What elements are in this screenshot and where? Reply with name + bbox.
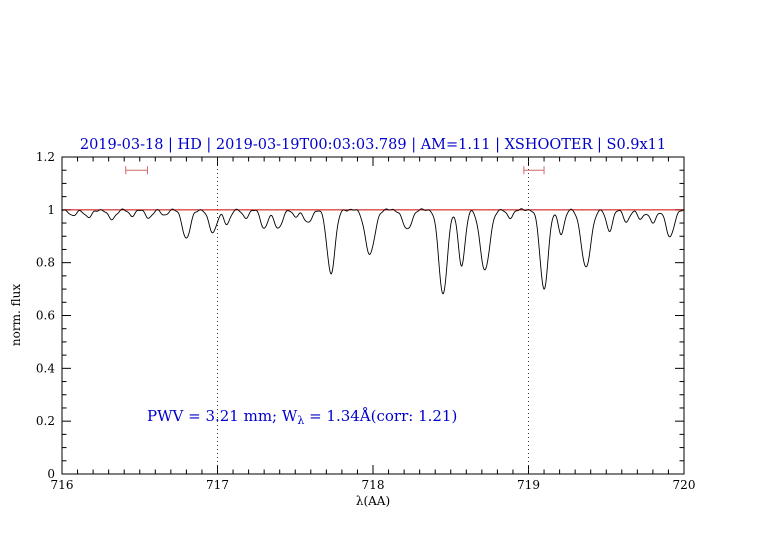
y-tick-label: 1.2: [36, 150, 55, 164]
x-tick-label: 716: [51, 478, 74, 492]
plot-title: 2019-03-18 | HD | 2019-03-19T00:03:03.78…: [80, 137, 666, 153]
dotted-vlines-group: [217, 157, 529, 474]
range-markers-group: [125, 166, 545, 175]
axes-group: 716 717 718 719 720 0 0.2 0.4 0.6 0.8 1 1.2: [36, 150, 696, 492]
y-tick-label: 0.2: [36, 414, 55, 428]
x-tick-label: 719: [517, 478, 540, 492]
spectrum-line: [61, 208, 685, 295]
range-marker: [125, 166, 149, 175]
y-tick-label: 0.4: [36, 361, 55, 375]
pwv-annotation-part2: = 1.34Å(corr: 1.21): [304, 407, 457, 425]
x-tick-label: 717: [206, 478, 229, 492]
y-tick-label: 0.6: [36, 309, 55, 323]
plot-box-frame: [61, 156, 685, 475]
x-tick-label: 718: [362, 478, 385, 492]
y-tick-label: 1: [47, 203, 55, 217]
pwv-annotation-part1: PWV = 3.21 mm; W: [147, 407, 298, 425]
range-marker: [523, 166, 545, 175]
pwv-annotation-sub: λ: [297, 414, 304, 427]
y-tick-label: 0: [47, 467, 55, 481]
pwv-annotation: PWV = 3.21 mm; Wλ = 1.34Å(corr: 1.21): [147, 407, 457, 427]
x-tick-label: 720: [673, 478, 696, 492]
x-axis-label: λ(AA): [356, 494, 390, 508]
y-axis-label: norm. flux: [9, 284, 23, 346]
y-tick-label: 0.8: [36, 256, 55, 270]
